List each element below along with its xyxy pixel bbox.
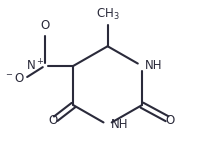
Text: CH$_3$: CH$_3$ (96, 7, 119, 22)
Text: NH: NH (145, 59, 162, 72)
Text: $^-$O: $^-$O (4, 72, 25, 85)
Text: O: O (166, 114, 175, 127)
Text: N$^+$: N$^+$ (26, 58, 45, 74)
Text: O: O (40, 19, 49, 32)
Text: NH: NH (110, 118, 128, 131)
Text: O: O (49, 114, 58, 127)
